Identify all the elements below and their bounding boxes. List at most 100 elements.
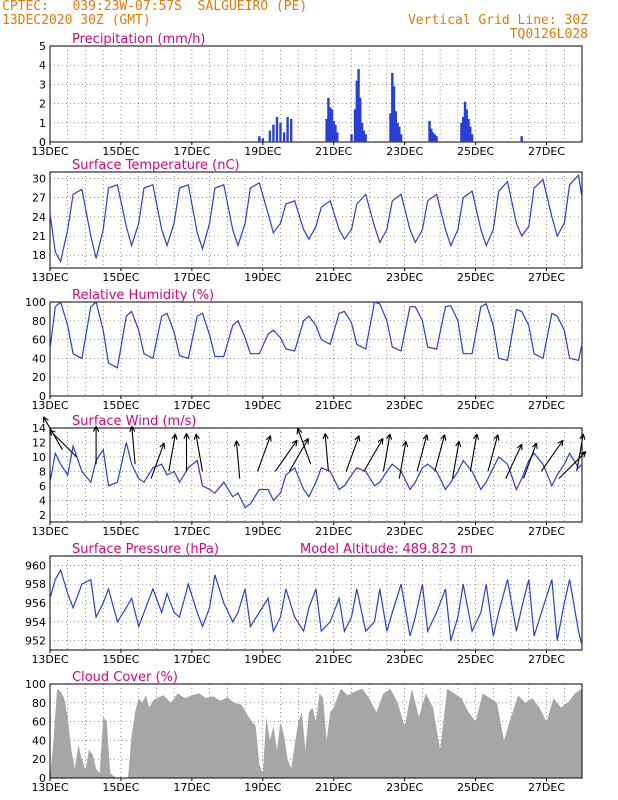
rh-ytick-label: 100: [25, 296, 46, 309]
rh-title: Relative Humidity (%): [72, 288, 214, 303]
precip-bar: [433, 134, 436, 142]
wind-arrow-head: [561, 440, 564, 447]
wind-arrow: [345, 435, 360, 472]
temp-ytick-label: 21: [32, 230, 46, 243]
wind-arrow: [168, 433, 176, 472]
wind-arrow: [469, 433, 478, 472]
cloud-ytick-label: 60: [32, 716, 46, 729]
pressure-title: Surface Pressure (hPa): [72, 542, 219, 557]
precip-bar: [470, 134, 474, 142]
precip-bar: [290, 119, 293, 142]
rh-ytick-label: 0: [39, 390, 46, 403]
rh-xtick-label: 25DEC: [457, 399, 494, 412]
precip-bar: [435, 136, 438, 142]
wind-arrow-head: [49, 429, 56, 433]
wind-arrow-head: [235, 440, 240, 447]
cloud-title: Cloud Cover (%): [72, 670, 178, 685]
wind-arrow: [49, 429, 77, 458]
cloud-frame-overlay: [49, 683, 583, 779]
precip-bar: [327, 97, 330, 142]
wind-arrow: [398, 441, 407, 479]
temp-xtick-label: 17DEC: [173, 271, 210, 284]
pressure-ytick-label: 954: [25, 616, 46, 629]
precip-bar: [268, 130, 272, 142]
wind-arrow-head: [358, 435, 361, 442]
pressure-xtick-label: 19DEC: [244, 653, 281, 666]
wind-arrow-head: [265, 435, 271, 441]
cloud-cover-area: [50, 688, 582, 778]
precip-ytick-label: 0: [39, 136, 46, 149]
rh-ytick-label: 20: [32, 371, 46, 384]
precip-bar: [469, 126, 472, 142]
wind-ytick-label: 2: [39, 509, 46, 522]
temp-series-line: [49, 173, 583, 264]
rh-ytick-label: 40: [32, 352, 46, 365]
precip-xtick-label: 13DEC: [31, 145, 68, 158]
precip-xtick-label: 23DEC: [386, 145, 423, 158]
wind-arrow-head: [377, 438, 384, 443]
wind-series-line: [49, 442, 583, 509]
precip-xtick-label: 21DEC: [315, 145, 352, 158]
rh-xtick-label: 13DEC: [31, 399, 68, 412]
wind-arrow-head: [458, 441, 462, 448]
wind-arrow-head: [516, 443, 523, 449]
wind-ytick-label: 10: [32, 451, 46, 464]
precip-xtick-label: 19DEC: [244, 145, 281, 158]
pressure-xtick-label: 15DEC: [102, 653, 139, 666]
precip-xtick-label: 25DEC: [457, 145, 494, 158]
wind-arrow-head: [296, 428, 299, 435]
precip-bar: [286, 117, 289, 142]
precip-bar: [399, 134, 403, 142]
precip-xtick-label: 15DEC: [102, 145, 139, 158]
wind-arrow-head: [422, 434, 428, 440]
wind-arrow-head: [303, 438, 309, 443]
precip-ytick-label: 1: [39, 117, 46, 130]
pressure-ytick-label: 952: [25, 635, 46, 648]
wind-ytick-label: 12: [32, 437, 46, 450]
precip-bar: [463, 101, 467, 142]
wind-arrow-head: [493, 434, 499, 440]
precip-ytick-label: 2: [39, 98, 46, 111]
wind-arrow: [131, 426, 136, 465]
wind-arrow-head: [557, 439, 564, 444]
wind-arrow-head: [535, 442, 538, 449]
cloud-ytick-label: 40: [32, 734, 46, 747]
header-line1-right: Vertical Grid Line: 30Z: [407, 13, 588, 28]
wind-arrow-head: [193, 433, 197, 440]
wind-arrow-head: [583, 451, 587, 458]
wind-arrow: [522, 442, 538, 479]
precip-bar: [359, 97, 362, 142]
rh-frame: [49, 301, 583, 397]
rh-xtick-label: 27DEC: [528, 399, 565, 412]
wind-arrow: [416, 434, 428, 472]
precip-xtick-label: 27DEC: [528, 145, 565, 158]
wind-arrow: [434, 434, 446, 472]
pressure-xtick-label: 27DEC: [528, 653, 565, 666]
wind-arrow-head: [93, 425, 97, 432]
precip-bar: [282, 132, 286, 142]
precip-bar: [332, 120, 335, 142]
precip-bar: [462, 117, 465, 142]
wind-arrow-head: [444, 434, 447, 441]
wind-arrow: [256, 435, 272, 472]
pressure-xtick-label: 25DEC: [457, 653, 494, 666]
pressure-xtick-label: 23DEC: [386, 653, 423, 666]
wind-arrow-head: [131, 426, 136, 432]
precip-bar: [431, 132, 435, 142]
cloud-xtick-label: 25DEC: [457, 781, 494, 794]
cloud-xtick-label: 23DEC: [386, 781, 423, 794]
precip-ytick-label: 4: [39, 59, 46, 72]
wind-arrow-head: [497, 434, 500, 441]
precip-bar: [353, 109, 357, 142]
wind-arrow: [195, 433, 204, 472]
cloud-xtick-label: 27DEC: [528, 781, 565, 794]
cloud-xtick-label: 19DEC: [244, 781, 281, 794]
wind-arrow-head: [389, 433, 393, 440]
wind-arrow: [540, 439, 564, 472]
wind-arrow: [235, 440, 241, 479]
temp-ytick-label: 24: [32, 211, 46, 224]
wind-arrow: [288, 438, 309, 472]
header-line2-left: 13DEC2020 30Z (GMT): [2, 13, 151, 28]
temp-xtick-label: 19DEC: [244, 271, 281, 284]
